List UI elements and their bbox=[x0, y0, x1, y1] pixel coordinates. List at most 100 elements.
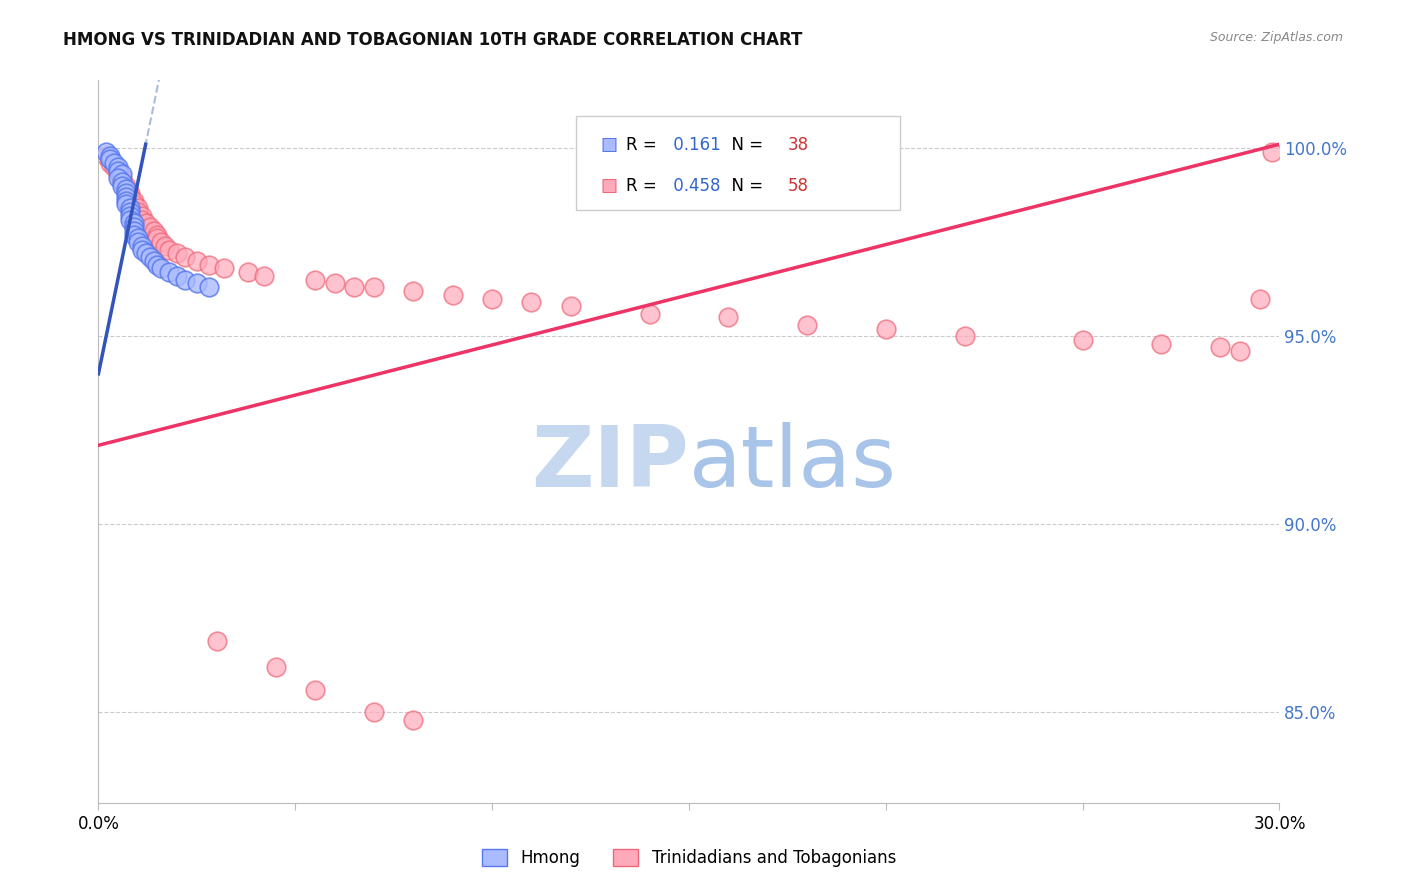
Point bbox=[115, 178, 138, 193]
Point bbox=[304, 273, 326, 287]
Point bbox=[520, 295, 543, 310]
Point bbox=[103, 160, 125, 174]
Point bbox=[131, 209, 153, 223]
Text: N =: N = bbox=[721, 177, 769, 194]
Point bbox=[157, 243, 180, 257]
Point bbox=[127, 201, 149, 215]
Text: HMONG VS TRINIDADIAN AND TOBAGONIAN 10TH GRADE CORRELATION CHART: HMONG VS TRINIDADIAN AND TOBAGONIAN 10TH… bbox=[63, 31, 803, 49]
Point bbox=[150, 235, 173, 249]
Point bbox=[135, 246, 157, 260]
Point bbox=[127, 205, 149, 219]
Point bbox=[111, 171, 134, 186]
Point bbox=[122, 227, 145, 242]
Point bbox=[1249, 292, 1271, 306]
Text: ■: ■ bbox=[600, 177, 617, 194]
Text: 58: 58 bbox=[787, 177, 808, 194]
Point bbox=[96, 148, 118, 162]
Point bbox=[166, 246, 188, 260]
Point bbox=[118, 190, 141, 204]
Point bbox=[107, 160, 129, 174]
Point bbox=[122, 197, 145, 211]
Point bbox=[111, 167, 134, 181]
Point bbox=[481, 292, 503, 306]
Point bbox=[796, 318, 818, 332]
Point bbox=[107, 171, 129, 186]
Point bbox=[138, 220, 160, 235]
Legend: Hmong, Trinidadians and Tobagonians: Hmong, Trinidadians and Tobagonians bbox=[475, 842, 903, 874]
Text: □: □ bbox=[600, 177, 617, 194]
Text: R =: R = bbox=[626, 136, 662, 154]
Text: R =: R = bbox=[626, 177, 662, 194]
Point bbox=[131, 239, 153, 253]
Point bbox=[146, 258, 169, 272]
Point bbox=[98, 148, 121, 162]
Point bbox=[107, 163, 129, 178]
Point bbox=[146, 227, 169, 242]
Point bbox=[111, 178, 134, 193]
Point bbox=[236, 265, 259, 279]
Point bbox=[107, 167, 129, 181]
Point bbox=[560, 299, 582, 313]
Point bbox=[142, 224, 165, 238]
Point bbox=[146, 231, 169, 245]
Point bbox=[122, 194, 145, 208]
Point bbox=[304, 682, 326, 697]
Point bbox=[118, 212, 141, 227]
Point bbox=[118, 201, 141, 215]
Point bbox=[402, 284, 425, 298]
Point bbox=[253, 268, 276, 283]
Point bbox=[1209, 341, 1232, 355]
Text: 0.458: 0.458 bbox=[668, 177, 720, 194]
Point bbox=[103, 156, 125, 170]
Point bbox=[205, 634, 228, 648]
Point bbox=[264, 660, 287, 674]
Point bbox=[98, 156, 121, 170]
Text: 38: 38 bbox=[787, 136, 808, 154]
Text: Source: ZipAtlas.com: Source: ZipAtlas.com bbox=[1209, 31, 1343, 45]
Point bbox=[953, 329, 976, 343]
Point bbox=[1150, 336, 1173, 351]
Point bbox=[638, 307, 661, 321]
Point bbox=[363, 706, 385, 720]
Point bbox=[155, 239, 177, 253]
Point bbox=[127, 235, 149, 249]
Point bbox=[197, 258, 219, 272]
Point bbox=[96, 145, 118, 159]
Point bbox=[186, 277, 208, 291]
Point bbox=[875, 321, 897, 335]
Point bbox=[127, 231, 149, 245]
Text: atlas: atlas bbox=[689, 422, 897, 505]
Point bbox=[142, 254, 165, 268]
Point bbox=[174, 273, 197, 287]
Point bbox=[186, 254, 208, 268]
Point bbox=[115, 182, 138, 196]
Point bbox=[118, 209, 141, 223]
Text: ■: ■ bbox=[600, 136, 617, 154]
Point bbox=[1229, 344, 1251, 359]
Point bbox=[1071, 333, 1094, 347]
Point bbox=[111, 175, 134, 189]
Text: 0.161: 0.161 bbox=[668, 136, 721, 154]
Point bbox=[138, 250, 160, 264]
Point bbox=[166, 268, 188, 283]
Text: □: □ bbox=[600, 136, 617, 154]
Point bbox=[115, 182, 138, 196]
Point bbox=[131, 243, 153, 257]
Point bbox=[174, 250, 197, 264]
Point bbox=[343, 280, 366, 294]
Point bbox=[115, 194, 138, 208]
Point bbox=[98, 153, 121, 167]
Point bbox=[122, 220, 145, 235]
Point bbox=[150, 261, 173, 276]
Point bbox=[323, 277, 346, 291]
Point bbox=[118, 205, 141, 219]
Point bbox=[122, 216, 145, 230]
Point bbox=[118, 186, 141, 201]
Point bbox=[98, 153, 121, 167]
Point bbox=[131, 212, 153, 227]
Point bbox=[1260, 145, 1282, 159]
Point bbox=[111, 175, 134, 189]
Point bbox=[363, 280, 385, 294]
Point bbox=[157, 265, 180, 279]
Text: N =: N = bbox=[721, 136, 769, 154]
